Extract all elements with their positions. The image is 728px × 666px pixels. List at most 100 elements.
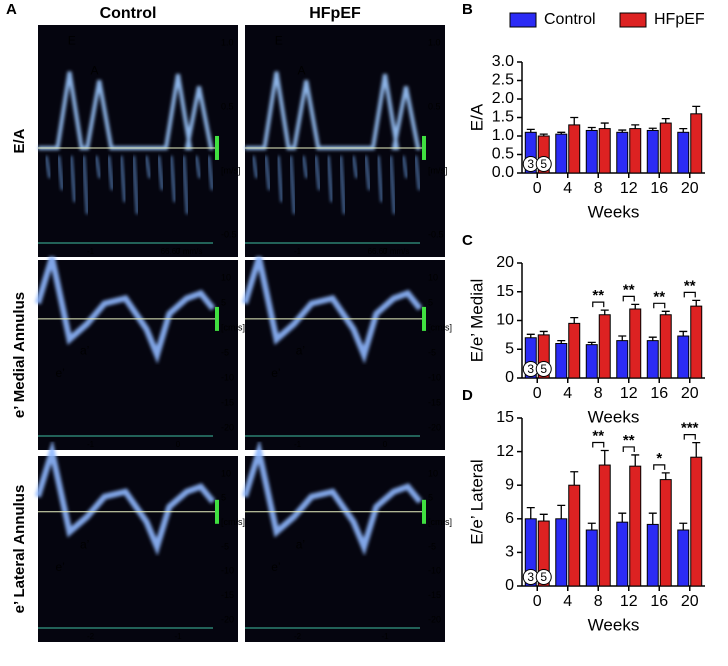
tissue-doppler-trace (242, 439, 423, 556)
significance-label: ** (653, 288, 665, 305)
waveform-annotation: E (275, 33, 283, 47)
bar (646, 129, 659, 174)
y-tick-label: 15 (496, 409, 514, 426)
scale-label: -10 (428, 566, 441, 576)
ultrasound-image: 105[cm/s]-5-10-15-20e’a’-1 0 (242, 256, 452, 450)
error-bar (679, 522, 688, 530)
ultrasound-image: 105[cm/s]-5-10-15-20e’a’-2 -1 (242, 439, 452, 642)
sample-size-marker (535, 569, 552, 585)
error-bar (600, 449, 609, 466)
scale-label: 5 (221, 297, 226, 307)
scale-label: 5 (428, 493, 433, 503)
time-label: -1 (174, 632, 182, 641)
scale-label: -20 (221, 422, 234, 432)
time-label: 0 (176, 247, 181, 256)
scale-label: [m/s] (221, 165, 241, 175)
error-bar (587, 522, 596, 530)
error-bar (600, 122, 609, 129)
doppler-noise (132, 155, 139, 215)
scale-label: -5 (428, 541, 436, 551)
x-tick-label: 20 (681, 180, 699, 197)
doppler-noise (364, 155, 371, 191)
significance-bracket (653, 302, 666, 309)
error-bar (648, 336, 657, 341)
ultrasound-image: 1.0 0.5 [m/s] -0.5 E A -1 066.67 mm/s (245, 25, 448, 257)
error-bar (539, 133, 548, 136)
error-bar (587, 341, 596, 345)
scale-label: -0.5 (221, 229, 237, 239)
bar (616, 131, 629, 174)
doppler-noise (276, 155, 284, 203)
y-tick-label: 3 (505, 544, 514, 561)
significance-label: ** (623, 281, 635, 298)
error-bar (618, 512, 627, 523)
scale-label: -5 (428, 347, 436, 357)
bar (585, 344, 598, 379)
significance-bracket (592, 441, 605, 448)
bar (646, 340, 659, 379)
error-bar (539, 330, 548, 335)
waveform-annotation: E (68, 33, 76, 47)
scale-label: 5 (428, 297, 433, 307)
error-bar (557, 339, 566, 344)
image-background (38, 260, 238, 450)
bar (568, 124, 581, 174)
scale-label: 10 (428, 468, 438, 478)
x-tick-label: 4 (563, 593, 572, 610)
significance-label: ** (592, 287, 604, 304)
y-tick-label: 1.0 (492, 127, 514, 144)
bar (659, 314, 672, 379)
scale-label: 1.0 (221, 37, 234, 47)
panel-label: A (6, 1, 17, 18)
x-tick-label: 12 (620, 593, 638, 610)
error-bar (692, 299, 701, 307)
significance-label: * (656, 450, 662, 467)
error-bar (648, 512, 657, 525)
waveform-annotation: A (298, 64, 306, 78)
error-bar (618, 129, 627, 133)
error-bar (557, 504, 566, 519)
waveform-annotation: e’ (56, 366, 65, 380)
bar (585, 129, 598, 174)
significance-label: ** (592, 427, 604, 444)
x-tick-label: 12 (620, 385, 638, 402)
x-axis-title: Weeks (588, 202, 640, 221)
scale-marker (215, 135, 219, 160)
scale-label: -20 (428, 422, 441, 432)
legend-swatch (619, 12, 647, 28)
y-axis-title: E/A (467, 103, 486, 131)
y-tick-label: 0 (505, 577, 514, 594)
time-label: -1 (294, 247, 302, 256)
waveform-annotation: a’ (80, 343, 89, 357)
bar (555, 133, 568, 174)
scale-marker (422, 135, 426, 160)
bar (616, 521, 629, 587)
x-axis-title: Weeks (588, 407, 640, 426)
scale-label: -5 (221, 347, 229, 357)
x-tick-label: 8 (594, 593, 603, 610)
doppler-noise (326, 155, 334, 203)
bar (598, 314, 611, 379)
row-label: e’ Medial Annulus (11, 292, 28, 418)
bar (629, 308, 642, 379)
y-tick-label: 2.0 (492, 90, 514, 107)
waveform-annotation: a’ (80, 537, 89, 551)
image-background (38, 456, 238, 642)
doppler-noise (414, 155, 421, 191)
scale-label: -0.5 (428, 229, 444, 239)
waveform-annotation: e’ (271, 366, 280, 380)
sample-size-marker (535, 361, 552, 377)
y-tick-label: 15 (496, 283, 514, 300)
y-tick-label: 5 (505, 340, 514, 357)
scale-label: 10 (428, 272, 438, 282)
error-bar (648, 127, 657, 131)
time-label: 66.67 mm/s (161, 247, 203, 256)
time-label: 0 (176, 440, 181, 449)
significance-bracket (592, 301, 605, 308)
y-tick-label: 6 (505, 510, 514, 527)
row-label: e’ Lateral Annulus (11, 485, 28, 614)
bar (568, 322, 581, 379)
scale-label: 0.5 (221, 101, 234, 111)
doppler-noise (82, 155, 89, 215)
scale-label: -15 (221, 590, 234, 600)
